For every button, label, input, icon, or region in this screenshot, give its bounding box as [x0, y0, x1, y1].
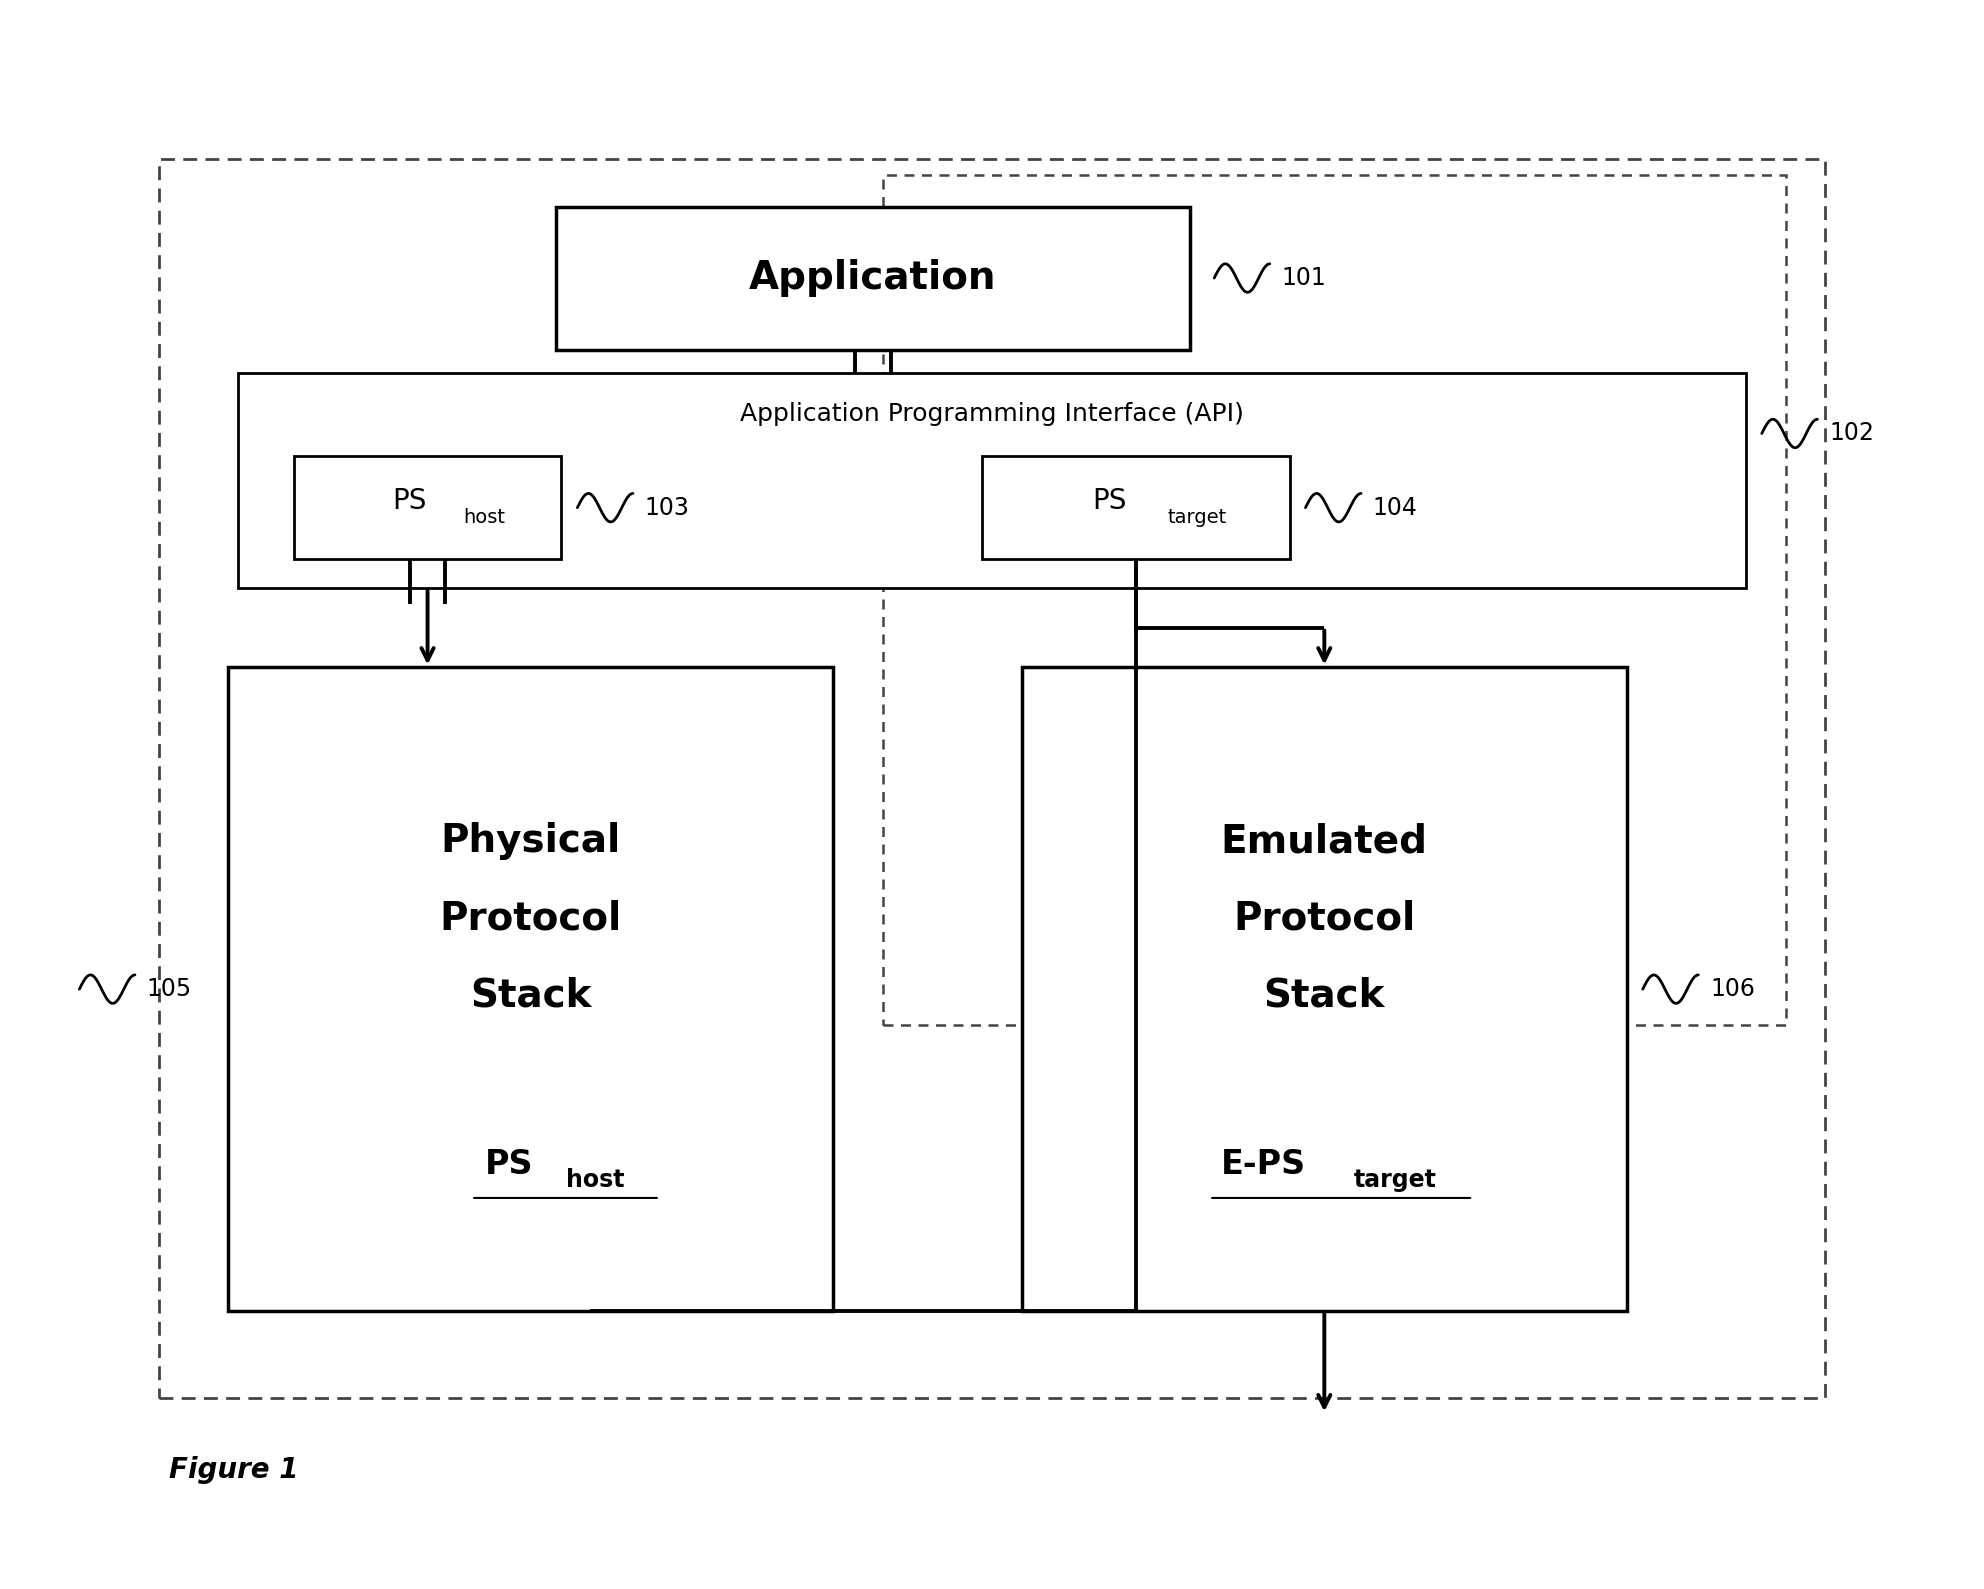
Text: 103: 103: [645, 496, 690, 520]
Text: PS: PS: [393, 488, 427, 515]
Text: E-PS: E-PS: [1220, 1149, 1305, 1181]
Text: PS: PS: [484, 1149, 534, 1181]
FancyBboxPatch shape: [238, 373, 1746, 588]
Text: 104: 104: [1373, 496, 1419, 520]
Text: host: host: [567, 1168, 625, 1192]
Text: Emulated: Emulated: [1220, 822, 1428, 860]
Text: Physical: Physical: [440, 822, 621, 860]
Text: 101: 101: [1282, 265, 1327, 291]
Text: host: host: [462, 508, 506, 526]
Text: Protocol: Protocol: [1234, 899, 1415, 938]
Text: Protocol: Protocol: [440, 899, 621, 938]
FancyBboxPatch shape: [982, 456, 1290, 559]
Text: target: target: [1353, 1168, 1436, 1192]
FancyBboxPatch shape: [294, 456, 561, 559]
FancyBboxPatch shape: [1022, 667, 1627, 1311]
Text: PS: PS: [1091, 488, 1127, 515]
FancyBboxPatch shape: [228, 667, 833, 1311]
Text: 102: 102: [1829, 421, 1875, 445]
Text: Application Programming Interface (API): Application Programming Interface (API): [740, 402, 1244, 426]
Text: target: target: [1167, 508, 1226, 526]
Text: Stack: Stack: [470, 977, 591, 1015]
Text: Figure 1: Figure 1: [169, 1456, 298, 1484]
Text: Stack: Stack: [1264, 977, 1385, 1015]
Text: Application: Application: [750, 259, 996, 297]
Text: 105: 105: [147, 977, 192, 1001]
Text: 106: 106: [1710, 977, 1756, 1001]
FancyBboxPatch shape: [556, 207, 1190, 350]
